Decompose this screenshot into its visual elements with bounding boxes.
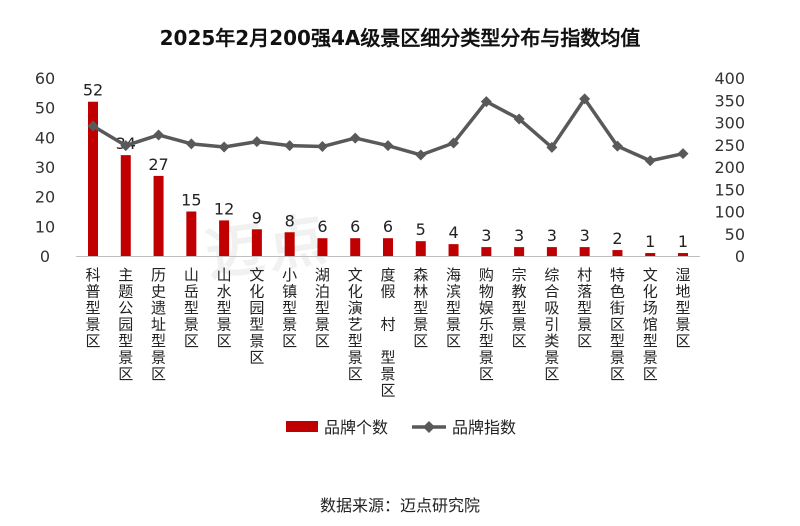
bar-value-label: 1	[645, 232, 655, 251]
bar	[186, 211, 197, 256]
line-point	[87, 120, 99, 132]
line-point	[251, 136, 263, 148]
bar	[448, 244, 459, 256]
y-left-tick-label: 30	[35, 158, 55, 177]
line-point	[185, 138, 197, 150]
bar	[415, 241, 426, 256]
x-tick-label: 特色街区型景区	[610, 266, 625, 383]
bar-value-label: 3	[514, 226, 524, 245]
y-right-tick-label: 350	[714, 91, 745, 110]
y-right-tick-label: 300	[714, 114, 745, 133]
bar	[284, 232, 295, 256]
bar-value-label: 5	[416, 220, 426, 239]
y-left-tick-label: 50	[35, 99, 55, 118]
y-left-tick-label: 0	[40, 247, 50, 266]
y-right-tick-label: 200	[714, 158, 745, 177]
x-tick-label: 山水型景区	[217, 266, 232, 350]
y-right-tick-label: 50	[725, 225, 745, 244]
y-left-tick-label: 20	[35, 188, 55, 207]
bar	[317, 238, 328, 256]
bar	[383, 238, 393, 256]
legend-bar-label: 品牌个数	[324, 418, 388, 437]
bar-value-label: 1	[678, 232, 688, 251]
bar-value-label: 9	[252, 208, 262, 227]
bar-value-label: 3	[547, 226, 557, 245]
bar-value-label: 2	[612, 229, 622, 248]
source-note: 数据来源：迈点研究院	[319, 496, 480, 515]
x-tick-label: 小镇型景区	[282, 266, 297, 350]
line-point	[611, 140, 623, 152]
bar-value-label: 4	[448, 223, 458, 242]
line-point	[284, 140, 296, 152]
legend-line-marker	[423, 421, 435, 433]
y-right-tick-label: 250	[714, 136, 745, 155]
x-tick-label: 文化场馆型景区	[643, 266, 658, 383]
legend-bar-swatch	[286, 421, 318, 432]
x-tick-label: 科普型景区	[85, 266, 100, 350]
chart-title: 2025年2月200强4A级景区细分类型分布与指数均值	[159, 26, 641, 50]
x-tick-label: 村落型景区	[577, 266, 592, 350]
x-tick-label: 度假 村 型景区	[380, 266, 395, 400]
y-left-tick-label: 60	[35, 69, 55, 88]
x-tick-label: 购物娱乐型景区	[479, 266, 494, 383]
line-point	[677, 148, 689, 160]
y-left-tick-label: 10	[35, 217, 55, 236]
line-point	[579, 93, 591, 105]
x-tick-label: 历史遗址型景区	[151, 266, 166, 383]
bar-value-label: 6	[350, 217, 360, 236]
index-line	[92, 97, 684, 163]
x-tick-label: 文化演艺型景区	[348, 266, 363, 383]
legend-line-label: 品牌指数	[452, 418, 516, 437]
bar	[219, 220, 230, 256]
line-point	[415, 149, 427, 161]
bar-value-label: 8	[285, 211, 295, 230]
bar	[514, 247, 525, 256]
x-tick-label: 湖泊型景区	[315, 266, 330, 350]
line-point	[644, 155, 656, 167]
line-point	[153, 129, 165, 141]
line-point	[218, 141, 230, 153]
x-tick-label: 森林型景区	[413, 266, 428, 350]
bar	[481, 247, 492, 256]
bar-value-label: 3	[580, 226, 590, 245]
x-tick-label: 山岳型景区	[184, 266, 199, 350]
bar	[88, 101, 98, 256]
x-tick-label: 海滨型景区	[446, 266, 461, 350]
line-point	[382, 140, 394, 152]
line-point	[546, 141, 558, 153]
x-tick-label: 湿地型景区	[675, 266, 690, 350]
bar	[579, 247, 590, 256]
y-right-tick-label: 100	[714, 203, 745, 222]
bar	[645, 253, 656, 256]
bar-value-label: 15	[181, 191, 201, 210]
x-tick-label: 文化园型景区	[249, 266, 264, 367]
bar-value-label: 52	[83, 81, 103, 100]
x-tick-label: 综合吸引类景区	[544, 266, 559, 383]
y-right-tick-label: 400	[714, 69, 745, 88]
x-tick-label: 宗教型景区	[512, 266, 527, 350]
bar	[251, 229, 262, 256]
y-right-tick-label: 0	[735, 247, 745, 266]
y-right-tick-label: 150	[714, 180, 745, 199]
bar	[612, 250, 623, 256]
line-point	[480, 96, 492, 108]
y-left-tick-label: 40	[35, 128, 55, 147]
bar	[153, 175, 164, 256]
x-tick-label: 主题公园型景区	[118, 266, 133, 383]
bar	[350, 238, 361, 256]
bar	[120, 155, 131, 256]
bar-value-label: 6	[383, 217, 393, 236]
line-point	[316, 141, 328, 153]
bar-value-label: 12	[214, 199, 234, 218]
bar-value-label: 27	[148, 155, 168, 174]
line-point	[349, 132, 361, 144]
line-point	[120, 140, 132, 152]
bar	[678, 253, 688, 256]
bar-value-label: 3	[481, 226, 491, 245]
bar	[546, 247, 557, 256]
line-point	[513, 113, 525, 125]
line-point	[448, 137, 460, 149]
bar-value-label: 6	[317, 217, 327, 236]
